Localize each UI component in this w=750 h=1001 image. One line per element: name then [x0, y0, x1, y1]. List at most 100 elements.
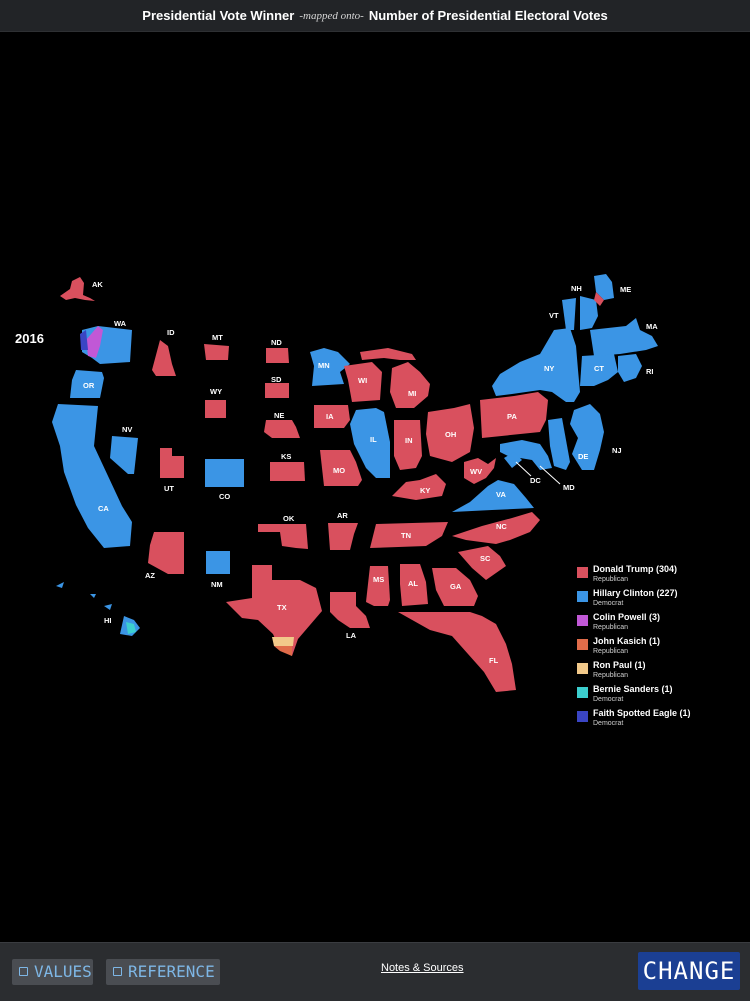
state-ME[interactable] — [594, 274, 614, 300]
state-MO[interactable] — [320, 450, 362, 486]
label-NY: NY — [544, 364, 554, 373]
state-CO[interactable] — [205, 459, 244, 487]
label-IA: IA — [326, 412, 334, 421]
label-MA: MA — [646, 322, 658, 331]
state-KS[interactable] — [270, 462, 305, 481]
label-AR: AR — [337, 511, 348, 520]
state-DE[interactable] — [548, 418, 570, 470]
legend-swatch — [577, 615, 588, 626]
state-OR[interactable] — [70, 370, 104, 398]
label-IN: IN — [405, 436, 413, 445]
state-TX[interactable] — [226, 565, 322, 656]
label-GA: GA — [450, 582, 462, 591]
md-pointer-line — [539, 465, 561, 485]
label-MI: MI — [408, 389, 416, 398]
state-AR[interactable] — [328, 523, 358, 550]
values-button[interactable]: VALUES — [12, 959, 93, 985]
state-GA[interactable] — [432, 568, 478, 606]
legend-swatch — [577, 591, 588, 602]
legend-party: Republican — [593, 672, 629, 679]
legend-candidate-name: Faith Spotted Eagle (1) — [593, 708, 691, 718]
state-AL[interactable] — [400, 564, 428, 606]
state-MA[interactable] — [590, 318, 658, 356]
state-NY[interactable] — [492, 328, 580, 402]
label-MN: MN — [318, 361, 330, 370]
state-WI[interactable] — [344, 362, 382, 402]
state-WA-powell — [86, 326, 103, 358]
legend-swatch — [577, 639, 588, 650]
label-SC: SC — [480, 554, 491, 563]
legend-candidate-name: Donald Trump (304) — [593, 564, 678, 574]
state-WA-eagle — [80, 330, 88, 350]
state-OH[interactable] — [426, 404, 474, 462]
legend-candidate-name: Bernie Sanders (1) — [593, 684, 673, 694]
state-MD[interactable] — [500, 440, 552, 470]
label-UT: UT — [164, 484, 174, 493]
state-CA[interactable] — [52, 404, 132, 548]
state-NC[interactable] — [452, 512, 540, 544]
state-NH[interactable] — [580, 296, 598, 330]
label-TX: TX — [277, 603, 287, 612]
state-LA[interactable] — [330, 592, 370, 628]
reference-checkbox-icon — [113, 967, 122, 976]
label-VT: VT — [549, 311, 559, 320]
label-WI: WI — [358, 376, 367, 385]
label-OH: OH — [445, 430, 456, 439]
state-CT[interactable] — [580, 354, 618, 386]
label-DC: DC — [530, 476, 541, 485]
state-TN[interactable] — [370, 522, 448, 548]
state-TX-kasich — [274, 646, 292, 656]
state-DC[interactable] — [504, 452, 522, 468]
legend-party: Republican — [593, 624, 629, 631]
reference-button[interactable]: REFERENCE — [106, 959, 220, 985]
label-ND: ND — [271, 338, 282, 347]
label-FL: FL — [489, 656, 499, 665]
state-IN[interactable] — [394, 420, 422, 470]
state-IL[interactable] — [350, 408, 390, 478]
label-NH: NH — [571, 284, 582, 293]
legend-party: Republican — [593, 576, 629, 583]
legend-swatch — [577, 663, 588, 674]
label-CO: CO — [219, 492, 230, 501]
state-AZ[interactable] — [148, 532, 184, 574]
state-OK[interactable] — [258, 524, 308, 549]
notes-sources-link[interactable]: Notes & Sources — [381, 962, 464, 974]
state-NJ[interactable] — [570, 404, 604, 470]
state-PA[interactable] — [480, 392, 548, 438]
change-button[interactable]: CHANGE — [638, 952, 740, 990]
state-WY[interactable] — [205, 400, 226, 418]
state-MI[interactable] — [360, 348, 430, 408]
state-KY[interactable] — [392, 474, 446, 500]
label-NE: NE — [274, 411, 284, 420]
state-NV[interactable] — [110, 436, 138, 474]
label-NC: NC — [496, 522, 507, 531]
state-HI-sanders — [126, 622, 136, 634]
legend-candidate-name: Hillary Clinton (227) — [593, 588, 678, 598]
state-AK[interactable] — [60, 277, 95, 301]
state-FL[interactable] — [398, 612, 516, 692]
state-SD[interactable] — [265, 383, 289, 398]
state-ID[interactable] — [152, 340, 176, 376]
legend-candidate-name: Ron Paul (1) — [593, 660, 646, 670]
state-MN[interactable] — [310, 348, 350, 386]
state-MT[interactable] — [204, 344, 229, 360]
legend-party: Republican — [593, 648, 629, 655]
label-NM: NM — [211, 580, 223, 589]
state-ND[interactable] — [266, 348, 289, 363]
state-VT[interactable] — [562, 298, 576, 330]
label-KY: KY — [420, 486, 430, 495]
state-NE[interactable] — [264, 420, 300, 438]
state-MS[interactable] — [366, 566, 390, 606]
label-HI: HI — [104, 616, 112, 625]
state-RI[interactable] — [618, 354, 642, 382]
state-VA[interactable] — [452, 480, 534, 512]
label-NV: NV — [122, 425, 132, 434]
state-SC[interactable] — [458, 546, 506, 580]
state-UT[interactable] — [160, 448, 184, 478]
legend-swatch — [577, 567, 588, 578]
state-IA[interactable] — [314, 405, 350, 428]
state-WV[interactable] — [464, 458, 496, 484]
legend-party: Democrat — [593, 600, 624, 607]
state-NM[interactable] — [206, 551, 230, 574]
label-RI: RI — [646, 367, 654, 376]
